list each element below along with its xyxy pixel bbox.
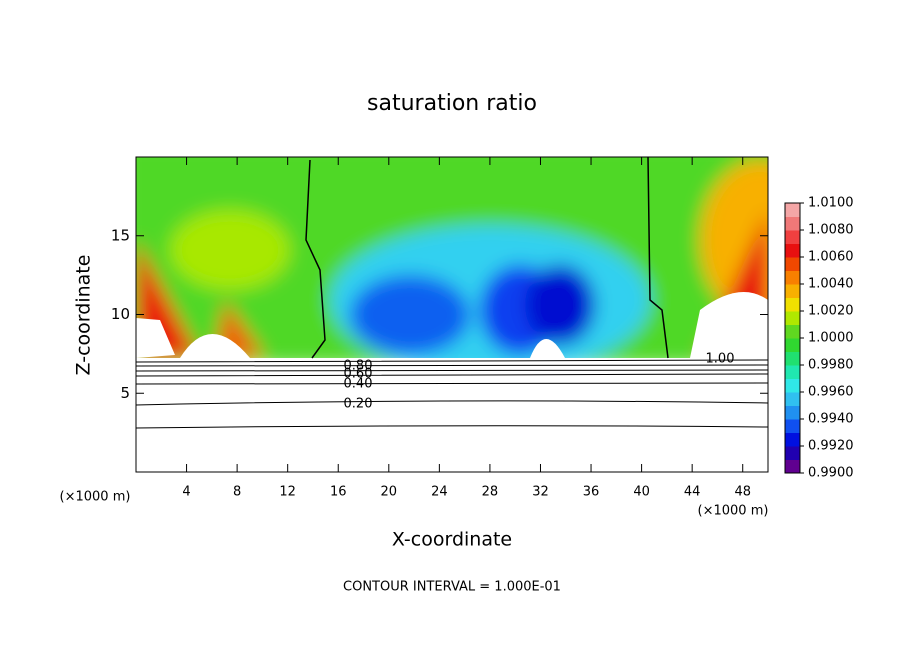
colorbar-band bbox=[785, 324, 800, 339]
contour-label: 0.40 bbox=[344, 377, 373, 392]
chart-title: saturation ratio bbox=[367, 91, 537, 116]
colorbar-band bbox=[785, 270, 800, 285]
colorbar-band bbox=[785, 392, 800, 406]
y-tick-label: 15 bbox=[111, 226, 130, 244]
colorbar-band bbox=[785, 432, 800, 447]
field bbox=[136, 157, 768, 472]
x-unit: (×1000 m) bbox=[698, 504, 769, 519]
colorbar-label: 1.0100 bbox=[808, 196, 854, 211]
x-tick-label: 8 bbox=[233, 485, 241, 500]
colorbar-band bbox=[785, 297, 800, 312]
colorbar-band bbox=[785, 365, 800, 379]
x-tick-label: 32 bbox=[532, 485, 549, 500]
contour-label: 0.80 bbox=[344, 359, 373, 374]
colorbar-label: 1.0000 bbox=[808, 331, 854, 346]
colorbar-band bbox=[785, 284, 800, 298]
colorbar-label: 1.0060 bbox=[808, 250, 854, 265]
colorbar-band bbox=[785, 459, 800, 474]
colorbar-band bbox=[785, 446, 800, 460]
colorbar-label: 0.9940 bbox=[808, 412, 854, 427]
colorbar-band bbox=[785, 311, 800, 325]
colorbar-band bbox=[785, 257, 800, 271]
x-tick-label: 20 bbox=[381, 485, 398, 500]
y-tick-label: 10 bbox=[111, 305, 130, 323]
contour-label: 0.20 bbox=[344, 397, 373, 412]
x-tick-label: 24 bbox=[431, 485, 448, 500]
colorbar-band bbox=[785, 230, 800, 244]
colorbar-band bbox=[785, 203, 800, 217]
x-tick-label: 12 bbox=[279, 485, 296, 500]
x-tick-label: 48 bbox=[734, 485, 751, 500]
colorbar-label: 1.0040 bbox=[808, 277, 854, 292]
x-tick-label: 4 bbox=[182, 485, 190, 500]
x-tick-label: 28 bbox=[482, 485, 499, 500]
colorbar-band bbox=[785, 405, 800, 420]
x-tick-label: 36 bbox=[583, 485, 600, 500]
colorbar-band bbox=[785, 243, 800, 258]
contour-label: 1.00 bbox=[706, 352, 735, 367]
colorbar-label: 0.9980 bbox=[808, 358, 854, 373]
x-axis-label: X-coordinate bbox=[392, 529, 512, 551]
contour-label: 0.60 bbox=[344, 367, 373, 382]
colorbar-label: 0.9900 bbox=[808, 466, 854, 481]
colorbar-band bbox=[785, 419, 800, 433]
x-tick-label: 44 bbox=[684, 485, 701, 500]
x-tick-label: 40 bbox=[633, 485, 650, 500]
colorbar-band bbox=[785, 378, 800, 393]
colorbar-band bbox=[785, 338, 800, 352]
colorbar-band bbox=[785, 216, 800, 231]
y-tick-label: 5 bbox=[120, 384, 130, 402]
footer: CONTOUR INTERVAL = 1.000E-01 bbox=[343, 580, 561, 595]
x-tick-label: 16 bbox=[330, 485, 347, 500]
x-unit: (×1000 m) bbox=[60, 490, 131, 505]
colorbar-label: 0.9960 bbox=[808, 385, 854, 400]
colorbar-band bbox=[785, 351, 800, 366]
colorbar-label: 0.9920 bbox=[808, 439, 854, 454]
colorbar-label: 1.0020 bbox=[808, 304, 854, 319]
colorbar-label: 1.0080 bbox=[808, 223, 854, 238]
y-axis-label: Z-coordinate bbox=[73, 255, 95, 376]
